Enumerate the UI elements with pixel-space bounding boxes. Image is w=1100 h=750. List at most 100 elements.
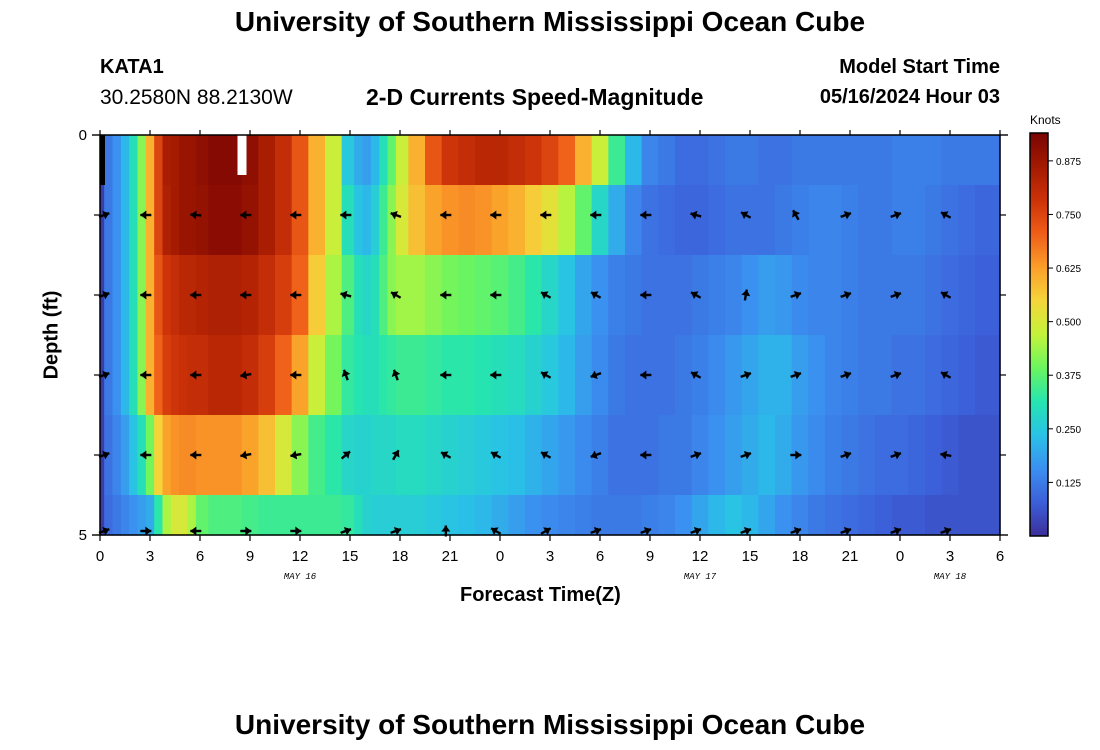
heatmap-cell — [658, 255, 676, 336]
current-vector — [840, 526, 852, 536]
vector-head — [140, 210, 147, 220]
heatmap-cell — [475, 335, 493, 416]
x-date-label: MAY 18 — [934, 572, 967, 582]
current-vector — [290, 370, 302, 380]
heatmap-cell — [525, 335, 543, 416]
heatmap-cell — [741, 185, 759, 256]
vector-head — [102, 526, 110, 536]
vector-head — [240, 210, 247, 220]
current-vector — [640, 210, 652, 220]
vector-head — [102, 210, 110, 220]
heatmap-cell — [441, 185, 459, 256]
heatmap-cell — [758, 185, 776, 256]
heatmap-cell — [891, 255, 909, 336]
x-date-label: MAY 16 — [284, 572, 317, 582]
heatmap-cell — [658, 185, 676, 256]
vector-head — [741, 211, 749, 220]
vector-head — [541, 451, 549, 460]
heatmap-cell — [708, 495, 726, 536]
heatmap-cell — [458, 135, 476, 186]
current-vector — [690, 526, 702, 536]
heatmap-cell — [775, 255, 793, 336]
vector-head — [343, 526, 352, 536]
heatmap-cell — [408, 135, 426, 186]
heatmap-cell — [475, 495, 493, 536]
heatmap-cell — [725, 415, 743, 496]
current-vector — [540, 451, 552, 460]
x-tick-label: 3 — [146, 548, 154, 565]
heatmap-cell — [354, 415, 364, 496]
current-vector — [490, 527, 502, 536]
heatmap-cell — [991, 255, 1001, 336]
x-tick-label: 3 — [546, 548, 554, 565]
heatmap-edge — [100, 135, 105, 185]
heatmap-cell — [541, 185, 559, 256]
heatmap-cell — [758, 415, 776, 496]
colorbar-tick-label: 0.625 — [1056, 264, 1081, 275]
current-vector — [240, 526, 252, 536]
heatmap-cell — [370, 415, 380, 496]
heatmap-cell — [179, 185, 189, 256]
heatmap-cell — [475, 185, 493, 256]
current-vector — [740, 211, 752, 220]
current-vector — [490, 451, 502, 460]
heatmap-cell — [275, 185, 293, 256]
x-axis-label: Forecast Time(Z) — [460, 584, 621, 606]
current-vector — [540, 371, 552, 380]
vector-head — [290, 290, 297, 300]
heatmap-cell — [387, 135, 397, 186]
heatmap-cell — [325, 335, 343, 416]
heatmap-cell — [991, 135, 1001, 186]
heatmap-cell — [908, 495, 926, 536]
heatmap-cell — [541, 415, 559, 496]
heatmap-cell — [958, 415, 976, 496]
current-vector — [490, 370, 502, 380]
heatmap-cell — [891, 495, 909, 536]
heatmap-cell — [975, 185, 993, 256]
heatmap-cell — [475, 135, 493, 186]
heatmap-cell — [458, 335, 476, 416]
current-vector — [440, 451, 452, 460]
vector-head — [341, 369, 351, 378]
vector-head — [893, 370, 902, 380]
vector-head — [290, 370, 297, 380]
heatmap-cell — [825, 415, 843, 496]
current-vector — [440, 290, 452, 300]
heatmap-cell — [354, 185, 364, 256]
heatmap-cell — [362, 185, 372, 256]
heatmap-cell — [145, 495, 155, 536]
heatmap-cell — [991, 335, 1001, 416]
heatmap-cell — [608, 335, 626, 416]
heatmap-cell — [558, 185, 576, 256]
x-tick-label: 0 — [896, 548, 904, 565]
heatmap-cell — [208, 255, 226, 336]
heatmap-cell — [187, 185, 197, 256]
heatmap-cell — [975, 255, 993, 336]
current-vector — [390, 526, 402, 536]
heatmap-cell — [170, 415, 180, 496]
heatmap-cell — [154, 335, 164, 416]
heatmap-cell — [541, 335, 559, 416]
heatmap-cell — [875, 495, 893, 536]
heatmap-cell — [825, 185, 843, 256]
heatmap-cell — [129, 415, 139, 496]
vector-head — [140, 370, 147, 380]
heatmap-cell — [708, 415, 726, 496]
vector-head — [190, 210, 197, 220]
vector-head — [893, 450, 902, 460]
heatmap-cell — [675, 415, 693, 496]
y-tick-label: 0 — [79, 127, 87, 144]
heatmap-cell — [325, 495, 343, 536]
heatmap-cell — [891, 415, 909, 496]
heatmap-cell — [225, 415, 243, 496]
heatmap-cell — [641, 185, 659, 256]
heatmap-cell — [541, 135, 559, 186]
vector-head — [190, 526, 197, 536]
heatmap-cell — [691, 335, 709, 416]
heatmap-cell — [441, 415, 459, 496]
heatmap-cell — [208, 335, 226, 416]
current-vector — [640, 290, 652, 300]
heatmap-cell — [387, 415, 397, 496]
heatmap-cell — [441, 495, 459, 536]
heatmap-cell — [370, 255, 380, 336]
